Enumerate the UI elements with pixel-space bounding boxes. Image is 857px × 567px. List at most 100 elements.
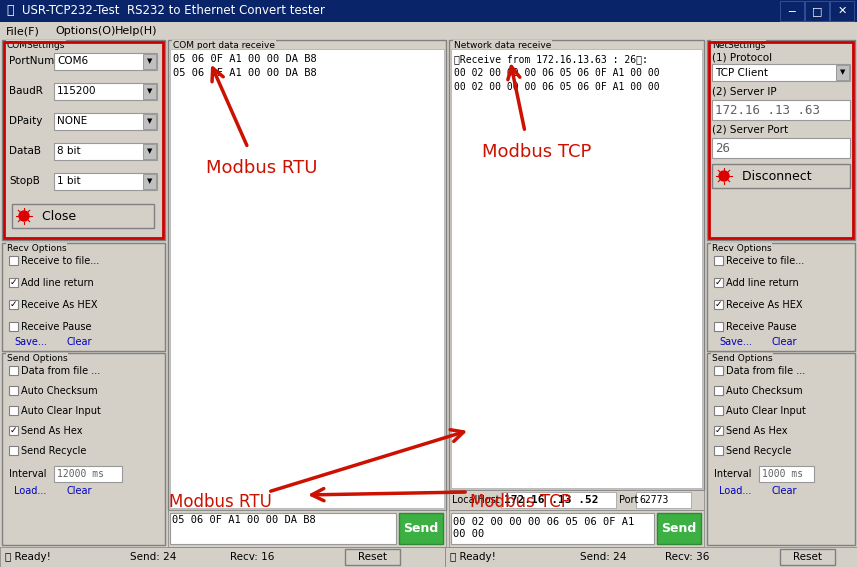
- Text: 00 00: 00 00: [453, 529, 484, 539]
- Bar: [805, 1, 829, 21]
- Text: Modbus RTU: Modbus RTU: [207, 159, 318, 177]
- Text: ✓: ✓: [715, 300, 722, 309]
- Text: Receive Pause: Receive Pause: [726, 321, 796, 332]
- Text: StopB: StopB: [9, 176, 40, 186]
- Text: 62773: 62773: [639, 495, 668, 505]
- Text: Receive As HEX: Receive As HEX: [21, 299, 98, 310]
- Text: (2) Server Port: (2) Server Port: [712, 125, 788, 135]
- Bar: [780, 1, 804, 21]
- Text: Close: Close: [34, 209, 76, 222]
- Text: Receive to file...: Receive to file...: [726, 256, 804, 265]
- Text: ─: ─: [788, 6, 795, 16]
- Text: Clear: Clear: [772, 337, 798, 347]
- Bar: [9, 322, 18, 331]
- Bar: [714, 278, 723, 287]
- Text: Add line return: Add line return: [726, 277, 799, 287]
- Text: Reset: Reset: [793, 552, 822, 562]
- Text: Send: 24: Send: 24: [580, 552, 626, 562]
- Bar: [345, 549, 400, 565]
- Bar: [12, 204, 154, 228]
- Bar: [4, 42, 163, 238]
- Bar: [170, 513, 396, 544]
- Bar: [0, 0, 857, 22]
- Text: COMSettings: COMSettings: [7, 41, 65, 50]
- Text: 00 02 00 00 00 06 05 06 0F A1 00 00: 00 02 00 00 00 06 05 06 0F A1 00 00: [454, 68, 660, 78]
- Bar: [449, 490, 704, 510]
- Circle shape: [19, 211, 29, 221]
- Text: DPaity: DPaity: [9, 116, 42, 126]
- Bar: [707, 243, 855, 351]
- Bar: [714, 256, 723, 265]
- Text: Send Recycle: Send Recycle: [726, 446, 791, 455]
- Bar: [449, 40, 704, 490]
- Bar: [636, 492, 691, 508]
- Text: NetSettings: NetSettings: [712, 41, 765, 50]
- Text: 《Receive from 172.16.13.63 : 26》:: 《Receive from 172.16.13.63 : 26》:: [454, 54, 648, 64]
- Text: Send: Send: [404, 522, 439, 535]
- Text: Send Options: Send Options: [7, 354, 68, 363]
- Bar: [143, 54, 156, 69]
- Text: LocalHost: LocalHost: [452, 495, 500, 505]
- Text: ▼: ▼: [147, 88, 153, 95]
- Text: 172.16 .13 .52: 172.16 .13 .52: [504, 495, 598, 505]
- Text: Add line return: Add line return: [21, 277, 93, 287]
- Text: 26: 26: [715, 142, 730, 154]
- Bar: [714, 322, 723, 331]
- Text: COM port data receive: COM port data receive: [173, 41, 275, 50]
- Text: ▼: ▼: [147, 58, 153, 65]
- Text: ✕: ✕: [837, 6, 847, 16]
- Bar: [657, 513, 701, 544]
- Text: Data from file ...: Data from file ...: [21, 366, 100, 375]
- Text: ✓: ✓: [9, 426, 17, 435]
- Text: 00 02 00 00 00 06 05 06 0F A1: 00 02 00 00 00 06 05 06 0F A1: [453, 517, 634, 527]
- Text: Auto Checksum: Auto Checksum: [21, 386, 98, 396]
- Text: Interval: Interval: [9, 469, 46, 479]
- Text: 12000 ms: 12000 ms: [57, 469, 104, 479]
- Text: Send As Hex: Send As Hex: [726, 425, 788, 435]
- Text: Send As Hex: Send As Hex: [21, 425, 82, 435]
- Text: Clear: Clear: [772, 486, 798, 496]
- Bar: [714, 386, 723, 395]
- Bar: [54, 173, 157, 190]
- Text: (2) Server IP: (2) Server IP: [712, 87, 776, 97]
- Text: ✓: ✓: [715, 278, 722, 287]
- Bar: [836, 65, 849, 80]
- Text: Recv Options: Recv Options: [712, 244, 771, 253]
- Bar: [830, 1, 854, 21]
- Text: Load...: Load...: [719, 486, 752, 496]
- Bar: [143, 144, 156, 159]
- Bar: [714, 426, 723, 435]
- Text: Clear: Clear: [67, 337, 93, 347]
- Text: Modbus RTU: Modbus RTU: [169, 493, 272, 511]
- Text: Auto Checksum: Auto Checksum: [726, 386, 803, 396]
- Text: PortNum: PortNum: [9, 56, 54, 66]
- Text: COM6: COM6: [57, 57, 88, 66]
- Bar: [501, 492, 616, 508]
- Bar: [449, 510, 704, 547]
- Text: Interval: Interval: [714, 469, 752, 479]
- Bar: [143, 114, 156, 129]
- Text: Clear: Clear: [67, 486, 93, 496]
- Bar: [709, 42, 853, 238]
- Bar: [2, 40, 165, 240]
- Bar: [0, 547, 445, 567]
- Text: ✓: ✓: [9, 300, 17, 309]
- Text: DataB: DataB: [9, 146, 41, 156]
- Text: Load...: Load...: [14, 486, 46, 496]
- Bar: [445, 547, 857, 567]
- Circle shape: [719, 171, 729, 181]
- Text: □: □: [812, 6, 822, 16]
- Text: 05 06 0F A1 00 00 DA B8: 05 06 0F A1 00 00 DA B8: [173, 54, 317, 64]
- Text: Auto Clear Input: Auto Clear Input: [726, 405, 806, 416]
- Text: ✓: ✓: [715, 426, 722, 435]
- Text: 00 02 00 00 00 06 05 06 0F A1 00 00: 00 02 00 00 00 06 05 06 0F A1 00 00: [454, 82, 660, 92]
- Bar: [451, 513, 654, 544]
- Text: ▼: ▼: [147, 179, 153, 184]
- Text: Send: 24: Send: 24: [130, 552, 177, 562]
- Text: 172.16 .13 .63: 172.16 .13 .63: [715, 104, 820, 116]
- Bar: [9, 426, 18, 435]
- Bar: [712, 64, 850, 81]
- Text: 1000 ms: 1000 ms: [762, 469, 803, 479]
- Text: Help(H): Help(H): [115, 26, 158, 36]
- Bar: [9, 446, 18, 455]
